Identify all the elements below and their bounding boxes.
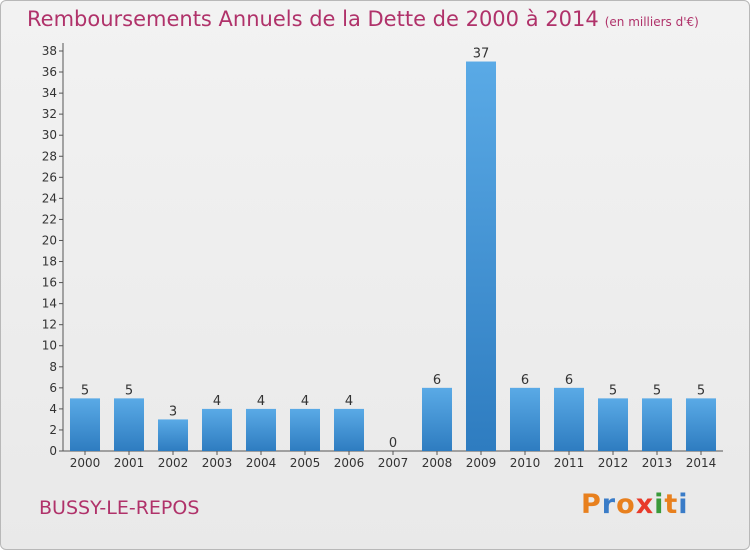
- y-tick-label: 10: [42, 339, 57, 353]
- data-label: 6: [565, 373, 573, 388]
- data-label: 5: [609, 383, 617, 398]
- y-tick-label: 30: [42, 128, 57, 142]
- y-tick-label: 34: [42, 86, 57, 100]
- y-tick-label: 2: [49, 423, 57, 437]
- x-tick-label: 2001: [114, 456, 145, 470]
- x-tick-label: 2008: [422, 456, 453, 470]
- bar: [466, 61, 496, 452]
- bar: [554, 387, 584, 451]
- bar: [422, 387, 452, 451]
- chart-title: Remboursements Annuels de la Dette de 20…: [27, 7, 699, 31]
- x-tick-label: 2013: [642, 456, 673, 470]
- y-tick-label: 4: [49, 402, 57, 416]
- logo-letter: i: [678, 489, 689, 520]
- bars: [70, 61, 716, 452]
- bar: [290, 408, 320, 451]
- x-tick-label: 2007: [378, 456, 409, 470]
- bar: [598, 398, 628, 451]
- data-label: 6: [433, 373, 441, 388]
- bar: [334, 408, 364, 451]
- x-tick-label: 2005: [290, 456, 321, 470]
- y-tick-label: 8: [49, 360, 57, 374]
- logo-letter: t: [664, 489, 679, 520]
- y-tick-label: 14: [42, 297, 57, 311]
- data-label: 0: [389, 436, 397, 451]
- chart-title-unit: (en milliers d'€): [604, 15, 699, 29]
- data-label: 5: [653, 383, 661, 398]
- y-tick-label: 38: [42, 44, 57, 58]
- x-tick-label: 2009: [466, 456, 497, 470]
- data-label: 4: [301, 394, 309, 409]
- x-tick-label: 2006: [334, 456, 365, 470]
- x-tick-label: 2010: [510, 456, 541, 470]
- bar: [642, 398, 672, 451]
- bar: [246, 408, 276, 451]
- bar: [70, 398, 100, 451]
- y-tick-label: 32: [42, 107, 57, 121]
- x-tick-label: 2004: [246, 456, 277, 470]
- x-tick-label: 2002: [158, 456, 189, 470]
- data-label: 4: [257, 394, 265, 409]
- y-tick-label: 28: [42, 149, 57, 163]
- y-tick-label: 24: [42, 191, 57, 205]
- bar: [510, 387, 540, 451]
- y-tick-label: 16: [42, 276, 57, 290]
- x-tick-label: 2011: [554, 456, 585, 470]
- x-tick-label: 2014: [686, 456, 717, 470]
- x-tick-label: 2012: [598, 456, 629, 470]
- y-tick-label: 0: [49, 444, 57, 458]
- data-label: 37: [473, 47, 490, 62]
- data-label: 3: [169, 404, 177, 419]
- data-label: 4: [345, 394, 353, 409]
- data-label: 4: [213, 394, 221, 409]
- logo-letter: i: [654, 489, 665, 520]
- data-label: 5: [125, 383, 133, 398]
- y-tick-label: 36: [42, 65, 57, 79]
- x-tick-label: 2003: [202, 456, 233, 470]
- bar: [114, 398, 144, 451]
- logo-letter: x: [635, 489, 655, 520]
- y-tick-label: 18: [42, 255, 57, 269]
- data-label: 5: [697, 383, 705, 398]
- y-tick-label: 22: [42, 212, 57, 226]
- data-label: 5: [81, 383, 89, 398]
- y-tick-label: 6: [49, 381, 57, 395]
- y-tick-label: 20: [42, 233, 57, 247]
- x-tick-label: 2000: [70, 456, 101, 470]
- data-label: 6: [521, 373, 529, 388]
- chart-title-text: Remboursements Annuels de la Dette de 20…: [27, 7, 599, 31]
- y-tick-label: 26: [42, 170, 57, 184]
- logo-letter: r: [601, 489, 617, 520]
- logo-letter: o: [616, 489, 636, 520]
- commune-name: BUSSY-LE-REPOS: [39, 497, 200, 519]
- logo-letter: P: [581, 489, 602, 520]
- bar: [202, 408, 232, 451]
- proxiti-logo: Proxiti: [581, 489, 689, 520]
- bar: [158, 419, 188, 451]
- bar: [686, 398, 716, 451]
- bar-labels: 5 5 3 4 4 4 4 0 6 37 6 6 5 5 5: [81, 47, 705, 451]
- y-tick-label: 12: [42, 318, 57, 332]
